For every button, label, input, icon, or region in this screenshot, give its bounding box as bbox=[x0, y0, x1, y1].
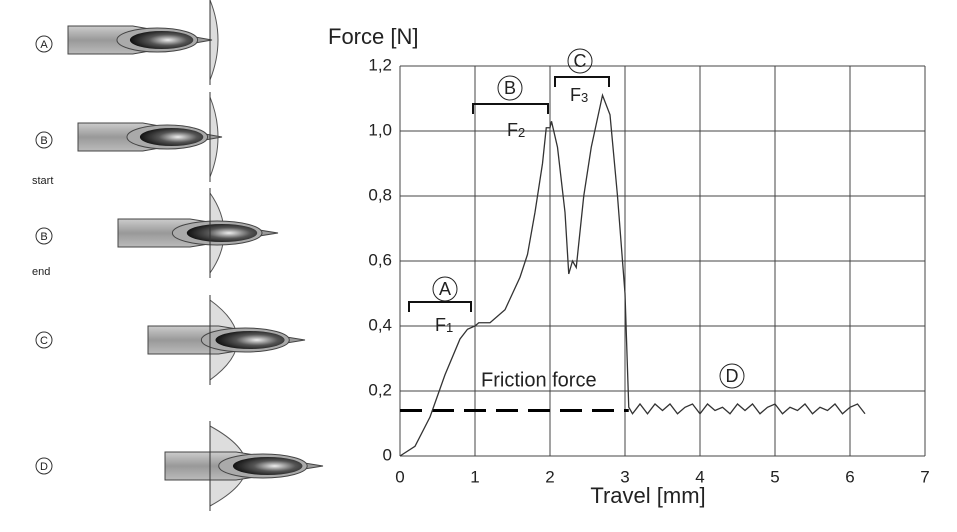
y-tick-label: 0,8 bbox=[368, 185, 392, 204]
friction-label: Friction force bbox=[481, 369, 597, 391]
annotation-circle bbox=[497, 75, 523, 101]
diagram-circle bbox=[35, 457, 53, 475]
x-tick-label: 7 bbox=[920, 467, 929, 486]
force-index: 1 bbox=[446, 320, 453, 335]
y-tick-label: 0,6 bbox=[368, 250, 392, 269]
diagram-label: A bbox=[40, 39, 48, 51]
diagram-label: D bbox=[40, 461, 48, 473]
diagram-circle bbox=[35, 35, 53, 53]
annotation-letter: D bbox=[726, 366, 739, 386]
force-index: 3 bbox=[581, 90, 588, 105]
data-line bbox=[399, 92, 866, 457]
force-symbol: F bbox=[570, 85, 581, 105]
y-tick-label: 0,4 bbox=[368, 315, 392, 334]
diagram-circle bbox=[35, 331, 53, 349]
y-tick-label: 0,2 bbox=[368, 380, 392, 399]
annotation-bracket bbox=[554, 76, 610, 87]
x-axis-title: Travel [mm] bbox=[590, 483, 705, 508]
annotation-letter: A bbox=[439, 279, 451, 299]
x-tick-label: 6 bbox=[845, 467, 854, 486]
annotation-letter: C bbox=[574, 51, 587, 71]
x-tick-label: 3 bbox=[620, 467, 629, 486]
diagram-circle bbox=[35, 227, 53, 245]
force-symbol: F bbox=[435, 315, 446, 335]
x-tick-label: 5 bbox=[770, 467, 779, 486]
diagram-note: start bbox=[32, 175, 53, 187]
diagram-label: B bbox=[40, 231, 47, 243]
diagram-label: B bbox=[40, 135, 47, 147]
force-label: F3 bbox=[570, 85, 588, 106]
y-axis-title: Force [N] bbox=[328, 24, 418, 49]
membrane bbox=[209, 0, 219, 81]
force-label: F1 bbox=[435, 315, 453, 336]
diagram-note: end bbox=[32, 266, 50, 278]
annotation-bracket bbox=[472, 103, 549, 114]
y-tick-label: 1,2 bbox=[368, 55, 392, 74]
diagram-label: C bbox=[40, 335, 48, 347]
x-tick-label: 2 bbox=[545, 467, 554, 486]
force-symbol: F bbox=[507, 120, 518, 140]
needle-hole bbox=[232, 457, 303, 475]
needle-hole bbox=[215, 331, 285, 349]
diagram-circle bbox=[35, 131, 53, 149]
y-tick-label: 1,0 bbox=[368, 120, 392, 139]
needle-hole bbox=[139, 128, 204, 146]
annotation-bracket bbox=[408, 301, 472, 312]
annotation-circle bbox=[567, 48, 593, 74]
force-index: 2 bbox=[518, 125, 525, 140]
needle-hole bbox=[129, 31, 194, 49]
needle-hole bbox=[186, 224, 258, 242]
y-tick-label: 0 bbox=[383, 445, 392, 464]
annotation-circle bbox=[719, 363, 745, 389]
force-label: F2 bbox=[507, 120, 525, 141]
annotation-letter: B bbox=[504, 78, 516, 98]
x-tick-label: 1 bbox=[470, 467, 479, 486]
x-tick-label: 4 bbox=[695, 467, 704, 486]
x-tick-label: 0 bbox=[395, 467, 404, 486]
